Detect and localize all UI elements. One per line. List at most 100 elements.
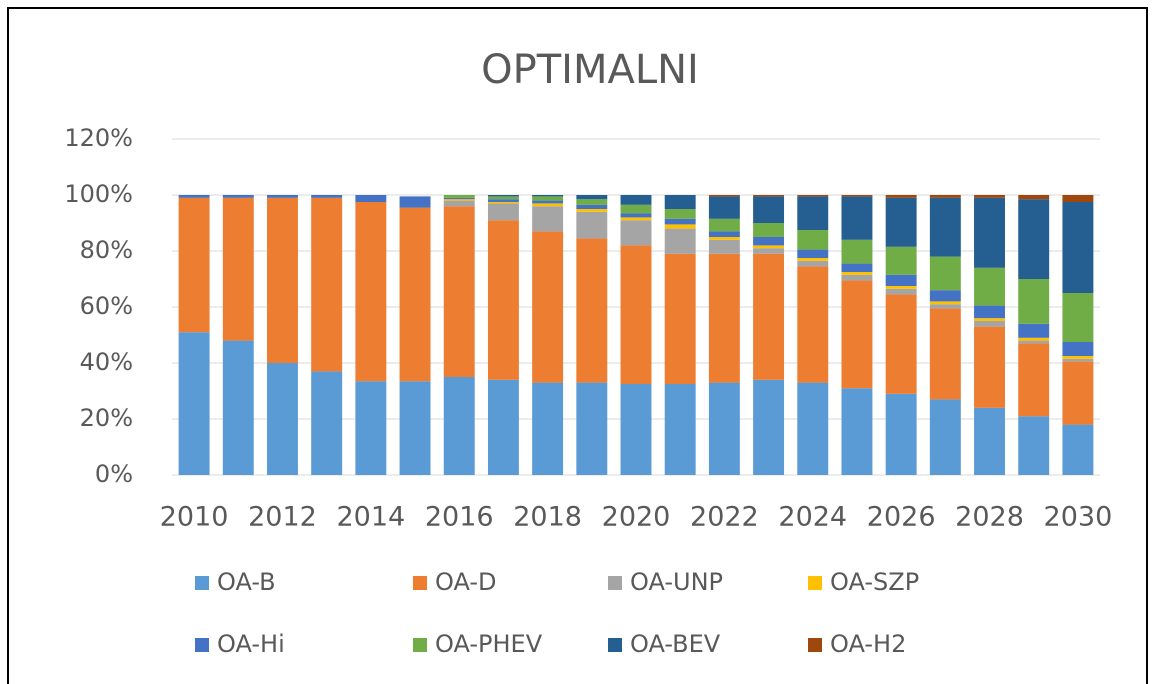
bar-segment bbox=[443, 206, 475, 377]
bar-segment bbox=[222, 340, 254, 475]
legend-swatch bbox=[413, 576, 427, 590]
bar-segment bbox=[664, 195, 696, 209]
bar-segment bbox=[664, 253, 696, 384]
x-tick-label: 2020 bbox=[602, 502, 671, 533]
legend-label: OA-UNP bbox=[630, 568, 723, 596]
bar-segment bbox=[399, 207, 431, 382]
bar-segment bbox=[797, 260, 829, 267]
bar-segment bbox=[620, 220, 652, 246]
y-tick-label: 100% bbox=[64, 180, 133, 208]
bar-segment bbox=[974, 407, 1005, 475]
x-tick-label: 2022 bbox=[690, 502, 759, 533]
bar-segment bbox=[974, 318, 1005, 321]
bar-segment bbox=[797, 196, 829, 230]
bar-segment bbox=[222, 197, 254, 341]
bar-segment bbox=[841, 263, 873, 272]
bar-segment bbox=[1018, 343, 1050, 417]
bar-segment bbox=[487, 195, 519, 197]
bar-segment bbox=[443, 377, 475, 475]
bar-segment bbox=[929, 256, 961, 291]
bar-segment bbox=[885, 197, 917, 247]
bar-segment bbox=[664, 218, 696, 225]
bar-segment bbox=[708, 195, 740, 197]
bar-segment bbox=[532, 203, 564, 207]
legend-label: OA-H2 bbox=[830, 630, 906, 658]
bar-segment bbox=[620, 204, 652, 214]
bar-segment bbox=[1018, 323, 1050, 338]
bar-segment bbox=[885, 246, 917, 275]
bar-segment bbox=[885, 274, 917, 286]
x-tick-label: 2030 bbox=[1044, 502, 1113, 533]
legend-label: OA-Hi bbox=[217, 630, 285, 658]
bar-segment bbox=[753, 237, 785, 246]
bar-segment bbox=[929, 304, 961, 309]
bar-segment bbox=[576, 211, 608, 239]
bar-segment bbox=[1018, 340, 1050, 344]
x-tick-label: 2010 bbox=[160, 502, 229, 533]
bar-segment bbox=[576, 209, 608, 212]
x-tick-label: 2018 bbox=[513, 502, 582, 533]
legend-swatch bbox=[608, 576, 622, 590]
frame bbox=[7, 7, 1148, 684]
bar-segment bbox=[708, 231, 740, 237]
bar-segment bbox=[974, 321, 1005, 327]
bar-segment bbox=[929, 308, 961, 400]
legend-swatch bbox=[608, 638, 622, 652]
bar-segment bbox=[576, 195, 608, 200]
bar-segment bbox=[532, 231, 564, 383]
bar-segment bbox=[311, 197, 343, 372]
legend-swatch bbox=[195, 638, 209, 652]
bar-segment bbox=[1018, 195, 1050, 200]
bar-segment bbox=[974, 197, 1005, 268]
bar-segment bbox=[797, 382, 829, 475]
bar-segment bbox=[708, 382, 740, 475]
bar-segment bbox=[753, 196, 785, 223]
bar-segment bbox=[885, 288, 917, 295]
legend-swatch bbox=[413, 638, 427, 652]
bar-segment bbox=[974, 326, 1005, 408]
bar-segment bbox=[355, 202, 387, 382]
bar-segment bbox=[1018, 199, 1050, 279]
legend-label: OA-BEV bbox=[630, 630, 721, 658]
bar-segment bbox=[443, 199, 475, 201]
bar-segment bbox=[753, 248, 785, 254]
bar-segment bbox=[841, 239, 873, 264]
bar-segment bbox=[885, 286, 917, 289]
bar-segment bbox=[1062, 424, 1094, 475]
bar-segment bbox=[797, 258, 829, 261]
bar-segment bbox=[841, 272, 873, 275]
bar-segment bbox=[1062, 356, 1094, 359]
bar-segment bbox=[355, 195, 387, 202]
bar-segment bbox=[841, 280, 873, 389]
bar-segment bbox=[929, 290, 961, 302]
bar-segment bbox=[841, 274, 873, 281]
bar-segment bbox=[753, 245, 785, 249]
bar-segment bbox=[487, 196, 519, 200]
bar-segment bbox=[487, 202, 519, 204]
bar-segment bbox=[576, 238, 608, 383]
bar-segment bbox=[620, 195, 652, 205]
bar-segment bbox=[178, 197, 210, 333]
bar-segment bbox=[1018, 416, 1050, 475]
bar-segment bbox=[885, 294, 917, 394]
bar-segment bbox=[267, 197, 298, 363]
bar-segment bbox=[1062, 202, 1094, 293]
bar-segment bbox=[399, 196, 431, 208]
bar-segment bbox=[576, 382, 608, 475]
bar-segment bbox=[267, 195, 298, 198]
legend-label: OA-SZP bbox=[830, 568, 919, 596]
bar-segment bbox=[620, 217, 652, 221]
bar-segment bbox=[487, 203, 519, 221]
x-tick-label: 2016 bbox=[425, 502, 494, 533]
bar-segment bbox=[708, 239, 740, 254]
bar-segment bbox=[1018, 337, 1050, 341]
bar-segment bbox=[929, 399, 961, 475]
bar-segment bbox=[355, 381, 387, 475]
bar-segment bbox=[576, 204, 608, 209]
legend-label: OA-D bbox=[435, 568, 497, 596]
bar-segment bbox=[443, 197, 475, 200]
bar-segment bbox=[797, 249, 829, 258]
legend-label: OA-PHEV bbox=[435, 630, 543, 658]
bar-segment bbox=[1062, 361, 1094, 425]
